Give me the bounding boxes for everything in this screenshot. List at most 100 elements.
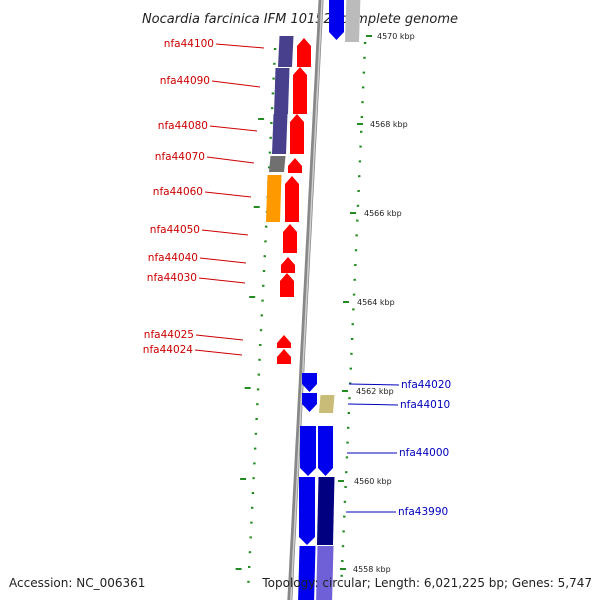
gene-features xyxy=(266,0,361,600)
reverse-gene-arrow-5 xyxy=(283,224,297,253)
scale-dot xyxy=(265,225,268,228)
genome-summary-text: Topology: circular; Length: 6,021,225 bp… xyxy=(261,576,592,590)
leader-line xyxy=(348,383,400,386)
scale-dot xyxy=(250,506,254,509)
scale-dot xyxy=(340,574,343,577)
leader-line xyxy=(347,403,399,406)
gene-label-nfa43990[interactable]: nfa43990 xyxy=(398,506,448,518)
scale-dot xyxy=(344,486,347,488)
gene-label-nfa44100[interactable]: nfa44100 xyxy=(164,38,214,50)
forward-gene-bottom xyxy=(298,546,316,600)
tick-label-4566: 4566 kbp xyxy=(364,209,402,218)
cog-slab-purple-3 xyxy=(272,114,288,154)
tick-label-4562: 4562 kbp xyxy=(356,387,394,396)
gene-label-nfa44000[interactable]: nfa44000 xyxy=(399,447,449,459)
scale-dot xyxy=(345,471,348,474)
major-tick xyxy=(235,568,242,570)
scale-dot xyxy=(273,48,277,50)
gene-labels: nfa44100 nfa44090 nfa44080 nfa44070 nfa4… xyxy=(143,38,451,518)
scale-dot xyxy=(356,219,359,222)
cog-slab-darkblue xyxy=(317,477,335,545)
scale-dots xyxy=(235,35,372,583)
gene-label-nfa44040[interactable]: nfa44040 xyxy=(148,252,198,264)
scale-dot xyxy=(269,136,272,139)
scale-dot xyxy=(357,190,360,192)
gene-label-nfa44080[interactable]: nfa44080 xyxy=(158,120,208,132)
scale-dot xyxy=(343,500,347,503)
scale-dot xyxy=(363,42,367,44)
scale-dot xyxy=(346,441,349,444)
scale-dot xyxy=(256,403,259,406)
major-tick xyxy=(244,387,251,389)
scale-dot xyxy=(350,338,354,340)
tick-label-4560: 4560 kbp xyxy=(354,477,392,486)
scale-dot xyxy=(343,515,346,518)
scale-dot xyxy=(354,249,358,252)
major-tick xyxy=(342,390,348,392)
forward-gene-arrow-2 xyxy=(300,426,316,476)
gene-label-nfa44030[interactable]: nfa44030 xyxy=(147,272,197,284)
cog-slab-lilac xyxy=(316,546,334,600)
scale-dot xyxy=(256,388,260,391)
scale-dot xyxy=(355,234,358,237)
gene-label-nfa44050[interactable]: nfa44050 xyxy=(150,224,200,236)
cog-slab-purple-2 xyxy=(274,68,290,114)
scale-dot xyxy=(360,116,364,118)
scale-dot xyxy=(362,71,366,74)
genome-backbone xyxy=(287,0,324,600)
scale-dot xyxy=(253,462,256,465)
major-tick xyxy=(253,206,260,208)
accession-text: Accession: NC_006361 xyxy=(9,576,145,590)
scale-dot xyxy=(258,358,261,361)
major-tick xyxy=(338,480,344,482)
scale-dot xyxy=(363,56,366,59)
scale-dot xyxy=(270,107,274,110)
reverse-gene-arrow-0 xyxy=(297,38,311,67)
scale-dot xyxy=(268,151,272,154)
reverse-gene-arrow-9 xyxy=(277,349,291,364)
gene-label-nfa44060[interactable]: nfa44060 xyxy=(153,186,203,198)
cog-slab-orange xyxy=(266,175,282,222)
major-tick xyxy=(249,296,256,298)
scale-dot xyxy=(263,255,266,258)
scale-tick-labels: 4570 kbp 4568 kbp 4566 kbp 4564 kbp 4562… xyxy=(353,32,415,574)
scale-dot xyxy=(262,284,265,287)
backbone-highlight xyxy=(290,0,323,600)
leader-line xyxy=(194,349,243,356)
leader-line xyxy=(209,125,258,132)
scale-dot xyxy=(259,329,263,332)
leader-line xyxy=(211,80,261,88)
scale-dot xyxy=(257,373,261,376)
scale-dot xyxy=(264,240,267,243)
tick-label-4570: 4570 kbp xyxy=(377,32,415,41)
scale-dot xyxy=(354,264,357,266)
scale-dot xyxy=(346,426,350,429)
scale-dot xyxy=(267,166,271,169)
reverse-gene-arrow-2 xyxy=(290,114,304,154)
gene-label-nfa44070[interactable]: nfa44070 xyxy=(155,151,205,163)
gene-label-nfa44020[interactable]: nfa44020 xyxy=(401,379,451,391)
scale-dot xyxy=(345,456,349,459)
tick-label-4558: 4558 kbp xyxy=(353,565,391,574)
scale-dot xyxy=(271,92,275,95)
scale-dot xyxy=(349,367,352,370)
gene-label-nfa44024[interactable]: nfa44024 xyxy=(143,344,194,356)
leader-line xyxy=(215,43,265,49)
forward-gene-arrow-4 xyxy=(299,477,315,545)
leader-line xyxy=(201,229,249,236)
gene-label-nfa44090[interactable]: nfa44090 xyxy=(160,75,210,87)
gene-label-nfa44010[interactable]: nfa44010 xyxy=(400,399,450,411)
reverse-gene-arrow-6 xyxy=(281,257,295,273)
reverse-gene-arrow-1 xyxy=(293,67,307,114)
gene-label-nfa44025[interactable]: nfa44025 xyxy=(144,329,194,341)
scale-dot xyxy=(358,160,362,163)
cog-slab-grey xyxy=(269,156,286,172)
major-tick xyxy=(240,478,247,480)
scale-dot xyxy=(261,299,264,302)
forward-gene-arrow-1 xyxy=(302,393,317,412)
scale-dot xyxy=(342,530,345,533)
scale-dot xyxy=(251,492,255,494)
scale-dot xyxy=(272,77,275,80)
scale-dot xyxy=(348,397,351,400)
